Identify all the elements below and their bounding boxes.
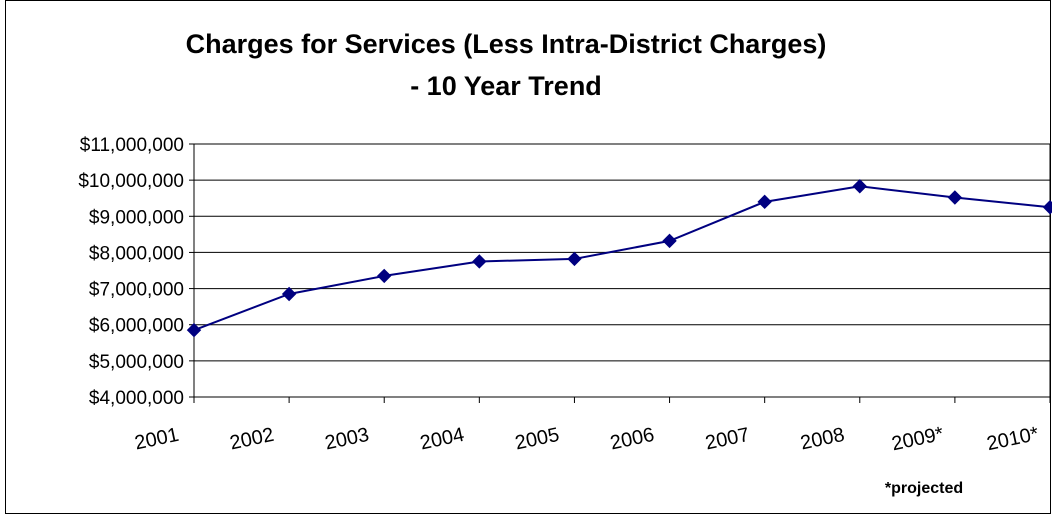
y-tick-label: $8,000,000 [89,243,184,264]
data-point [281,286,297,302]
y-tick-label: $4,000,000 [89,388,184,409]
plot-area [193,143,1051,398]
x-tick-label: 2008 [798,424,846,455]
chart-title-line1: Charges for Services (Less Intra-Distric… [186,29,827,59]
y-tick-label: $6,000,000 [89,316,184,337]
line-chart: Charges for Services (Less Intra-Distric… [78,29,1052,497]
x-tick-label: 2004 [418,424,466,455]
x-tick-label: 2003 [323,424,371,455]
projected-footnote: *projected [885,480,963,497]
x-tick-label: 2006 [608,424,656,455]
y-tick-label: $11,000,000 [80,135,184,156]
gridlines [194,179,1050,362]
data-point [472,254,487,269]
data-point [567,251,582,267]
y-axis-ticks: $4,000,000 $5,000,000 $6,000,000 $7,000,000… [78,135,194,409]
data-point [662,233,677,249]
data-point [1042,200,1052,215]
y-tick-label: $5,000,000 [89,352,184,373]
x-tick-label: 2010* [985,423,1041,455]
y-tick-label: $10,000,000 [78,171,184,192]
x-tick-label: 2005 [513,424,561,455]
chart-title-line2: - 10 Year Trend [410,71,602,101]
data-point [947,190,963,205]
data-point [757,194,772,210]
x-tick-label: 2007 [703,424,751,455]
x-tick-label: 2002 [228,424,276,455]
series-layer [186,179,1052,338]
data-point [186,322,202,338]
data-point [852,179,867,194]
y-tick-label: $7,000,000 [89,280,184,301]
x-axis-ticks: 2001 2002 2003 2004 2005 2006 2007 2008 2009* 201… [133,397,1051,455]
data-point [377,268,392,284]
series-line [193,185,1051,332]
x-tick-label: 2009* [890,423,946,455]
x-tick-label: 2001 [133,424,181,455]
y-tick-label: $9,000,000 [89,207,184,228]
chart-frame: Charges for Services (Less Intra-Distric… [5,0,1052,514]
